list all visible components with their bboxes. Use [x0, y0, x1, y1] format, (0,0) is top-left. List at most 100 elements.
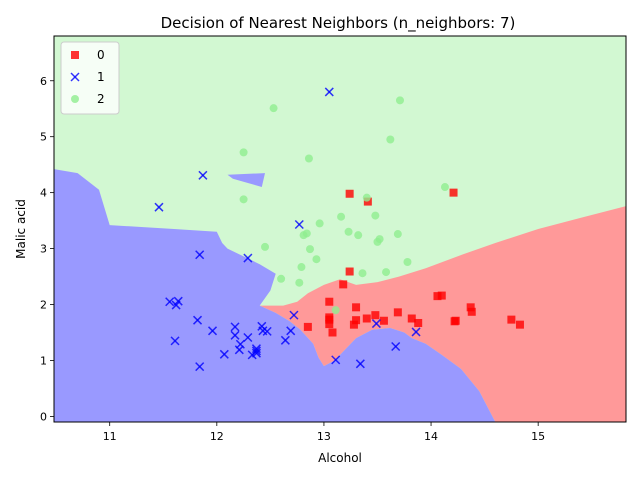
- point-class-0-17: [407, 314, 416, 323]
- point-class-0-16: [393, 308, 402, 317]
- series-1: [154, 87, 421, 372]
- point-class-1-31: [371, 319, 381, 329]
- point-class-2-12: [315, 219, 324, 228]
- point-class-1-8: [198, 170, 208, 180]
- point-class-0-3: [328, 328, 337, 337]
- point-class-1-14: [235, 339, 245, 349]
- point-class-2-0: [239, 195, 248, 204]
- x-tick-label: 14: [424, 430, 438, 443]
- point-class-0-14: [371, 311, 380, 320]
- point-class-1-25: [286, 326, 296, 336]
- point-class-2-6: [297, 263, 306, 272]
- point-class-1-20: [251, 344, 261, 354]
- point-class-1-32: [391, 341, 401, 352]
- point-class-2-13: [331, 306, 340, 315]
- point-class-1-29: [331, 355, 341, 365]
- point-class-1-27: [294, 219, 304, 230]
- point-class-2-18: [362, 193, 371, 202]
- point-class-1-12: [230, 322, 240, 332]
- y-tick-label: 4: [40, 187, 47, 200]
- plot-frame: [53, 35, 627, 423]
- point-class-1-2: [170, 336, 180, 346]
- point-class-1-0: [154, 202, 164, 212]
- legend-marker-0: [71, 51, 79, 59]
- decision-regions: [54, 169, 626, 422]
- point-class-2-22: [382, 268, 391, 277]
- point-class-1-24: [280, 335, 290, 345]
- point-class-0-24: [466, 303, 475, 312]
- point-class-0-6: [339, 280, 348, 289]
- point-class-0-23: [451, 316, 460, 325]
- point-class-1-19: [251, 346, 261, 356]
- legend-item-1: 1: [70, 70, 105, 84]
- point-class-2-2: [261, 242, 270, 251]
- x-tick-label: 11: [103, 430, 117, 443]
- y-tick-label: 2: [40, 299, 47, 312]
- x-tick-label: 12: [210, 430, 224, 443]
- point-class-0-7: [345, 267, 354, 276]
- point-class-0-2: [325, 320, 334, 329]
- point-class-2-17: [358, 269, 367, 278]
- point-class-1-11: [230, 330, 240, 340]
- point-class-2-27: [440, 183, 449, 192]
- point-class-1-23: [262, 326, 272, 336]
- legend-marker-2: [71, 95, 79, 103]
- decision-region-0-0: [259, 206, 626, 422]
- point-class-2-3: [269, 104, 278, 113]
- legend: 0 1 2: [60, 41, 120, 115]
- point-class-1-28: [324, 87, 334, 97]
- point-class-0-12: [362, 314, 371, 323]
- point-class-2-16: [354, 231, 363, 240]
- point-class-1-1: [165, 297, 175, 307]
- point-class-0-5: [303, 322, 312, 331]
- legend-item-2: 2: [71, 92, 105, 106]
- legend-box: [60, 41, 120, 115]
- point-class-1-7: [195, 250, 205, 260]
- x-axis: 11 12 13 14 15: [103, 422, 545, 443]
- x-axis-label: Alcohol: [318, 451, 362, 465]
- y-tick-label: 0: [40, 410, 47, 423]
- point-class-0-19: [433, 292, 442, 301]
- point-class-0-8: [345, 189, 354, 198]
- legend-label-1: 1: [97, 70, 105, 84]
- point-class-1-26: [289, 310, 299, 320]
- point-class-2-4: [277, 274, 286, 283]
- point-class-2-24: [393, 230, 402, 239]
- series-0: [303, 188, 524, 337]
- point-class-2-5: [295, 278, 304, 287]
- y-axis-label: Malic acid: [14, 199, 28, 259]
- y-tick-label: 6: [40, 75, 47, 88]
- point-class-0-18: [414, 318, 423, 327]
- decision-region-1-1: [54, 169, 496, 422]
- series-2: [239, 96, 449, 315]
- point-class-2-19: [371, 211, 380, 220]
- point-class-0-25: [467, 307, 476, 316]
- y-axis: 0 1 2 3 4 5 6: [40, 75, 54, 423]
- point-class-1-15: [243, 253, 253, 263]
- point-class-0-26: [507, 315, 516, 324]
- point-class-0-11: [352, 316, 361, 325]
- point-class-0-10: [352, 303, 361, 312]
- point-class-2-9: [304, 154, 313, 163]
- point-class-2-14: [337, 212, 346, 221]
- point-class-2-26: [403, 258, 412, 267]
- legend-item-0: 0: [71, 48, 105, 62]
- point-class-0-4: [325, 313, 334, 322]
- legend-marker-1: [70, 72, 80, 82]
- point-class-2-25: [395, 96, 404, 105]
- chart-title: Decision of Nearest Neighbors (n_neighbo…: [161, 14, 516, 33]
- point-class-1-16: [243, 332, 253, 343]
- point-class-1-33: [411, 327, 421, 337]
- point-class-1-5: [193, 315, 203, 325]
- point-class-2-15: [344, 227, 353, 236]
- legend-label-2: 2: [97, 92, 105, 106]
- legend-label-0: 0: [97, 48, 105, 62]
- point-class-0-1: [325, 297, 334, 306]
- point-class-0-15: [379, 316, 388, 325]
- point-class-0-20: [437, 291, 446, 300]
- point-class-1-9: [208, 326, 218, 336]
- point-class-0-13: [363, 197, 372, 206]
- point-class-2-1: [239, 148, 248, 157]
- point-class-1-30: [355, 359, 365, 369]
